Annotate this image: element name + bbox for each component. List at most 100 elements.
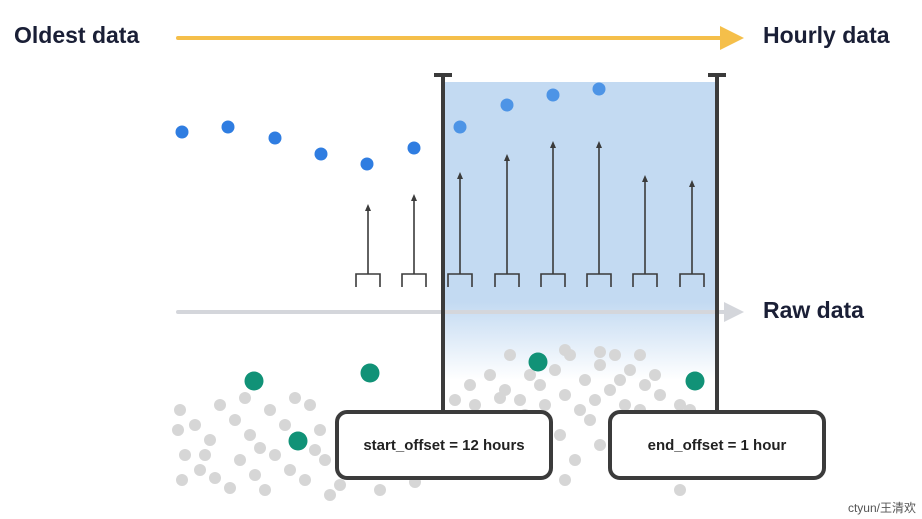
- raw-point: [334, 479, 346, 491]
- raw-point: [594, 439, 606, 451]
- raw-data-arrowhead: [724, 302, 744, 322]
- hourly-point: [500, 98, 514, 112]
- raw-point: [189, 419, 201, 431]
- raw-point: [624, 364, 636, 376]
- raw-point: [264, 404, 276, 416]
- raw-point: [514, 394, 526, 406]
- raw-point: [649, 369, 661, 381]
- raw-point: [229, 414, 241, 426]
- bracket-arrowhead: [642, 175, 648, 182]
- raw-point: [259, 484, 271, 496]
- hourly-data-label: Hourly data: [763, 22, 890, 48]
- raw-point: [254, 442, 266, 454]
- raw-point: [634, 349, 646, 361]
- highlight-point: [360, 363, 380, 383]
- raw-point: [539, 399, 551, 411]
- raw-point: [619, 399, 631, 411]
- end-offset-box: end_offset = 1 hour: [608, 410, 826, 480]
- raw-point: [579, 374, 591, 386]
- hourly-point: [175, 125, 189, 139]
- raw-point: [464, 379, 476, 391]
- bracket: [401, 273, 427, 287]
- raw-point: [314, 424, 326, 436]
- raw-point: [244, 429, 256, 441]
- raw-point: [319, 454, 331, 466]
- aggregation-brackets: [355, 141, 705, 287]
- bracket-arrowhead: [504, 154, 510, 161]
- bracket-arrowhead: [411, 194, 417, 201]
- raw-point: [614, 374, 626, 386]
- bracket-arrowhead: [596, 141, 602, 148]
- bracket-arrowhead: [689, 180, 695, 187]
- raw-point: [299, 474, 311, 486]
- hourly-points: [175, 82, 606, 171]
- raw-point: [674, 484, 686, 496]
- raw-point: [374, 484, 386, 496]
- hourly-point: [314, 147, 328, 161]
- raw-point: [504, 349, 516, 361]
- raw-point: [554, 429, 566, 441]
- hourly-point: [592, 82, 606, 96]
- start-offset-text: start_offset = 12 hours: [363, 436, 525, 454]
- raw-point: [199, 449, 211, 461]
- hourly-point: [453, 120, 467, 134]
- raw-point: [484, 369, 496, 381]
- raw-point: [639, 379, 651, 391]
- raw-point: [469, 399, 481, 411]
- raw-points: [172, 344, 711, 501]
- raw-point: [204, 434, 216, 446]
- watermark: ctyun/王清欢: [847, 501, 916, 515]
- raw-point: [524, 369, 536, 381]
- hourly-point: [546, 88, 560, 102]
- highlight-point: [244, 371, 264, 391]
- raw-point: [549, 364, 561, 376]
- raw-point: [174, 404, 186, 416]
- raw-point: [209, 472, 221, 484]
- raw-point: [584, 414, 596, 426]
- highlight-point: [288, 431, 308, 451]
- raw-point: [279, 419, 291, 431]
- time-window-fade: [445, 302, 715, 380]
- raw-point: [569, 454, 581, 466]
- bracket-arrowhead: [365, 204, 371, 211]
- raw-point: [559, 344, 571, 356]
- bracket: [355, 273, 381, 287]
- raw-point: [239, 392, 251, 404]
- bracket-arrowhead: [550, 141, 556, 148]
- raw-point: [674, 399, 686, 411]
- hourly-point: [360, 157, 374, 171]
- timeline-arrowhead: [720, 26, 744, 50]
- raw-point: [269, 449, 281, 461]
- raw-point: [249, 469, 261, 481]
- raw-point: [284, 464, 296, 476]
- hourly-point: [268, 131, 282, 145]
- raw-point: [224, 482, 236, 494]
- bracket-arrowhead: [457, 172, 463, 179]
- raw-point: [324, 489, 336, 501]
- highlight-points: [244, 352, 705, 451]
- raw-point: [589, 394, 601, 406]
- raw-data-label: Raw data: [763, 297, 864, 323]
- raw-point: [304, 399, 316, 411]
- raw-point: [309, 444, 321, 456]
- raw-point: [609, 349, 621, 361]
- highlight-point: [685, 371, 705, 391]
- raw-point: [594, 359, 606, 371]
- raw-point: [172, 424, 184, 436]
- time-window-fill: [445, 82, 715, 302]
- hourly-point: [407, 141, 421, 155]
- raw-point: [594, 346, 606, 358]
- raw-point: [559, 389, 571, 401]
- start-offset-box: start_offset = 12 hours: [335, 410, 553, 480]
- raw-point: [559, 474, 571, 486]
- raw-point: [234, 454, 246, 466]
- raw-point: [574, 404, 586, 416]
- raw-point: [449, 394, 461, 406]
- raw-point: [176, 474, 188, 486]
- highlight-point: [528, 352, 548, 372]
- oldest-data-label: Oldest data: [14, 22, 140, 48]
- raw-point: [534, 379, 546, 391]
- end-offset-text: end_offset = 1 hour: [647, 436, 787, 454]
- raw-point: [494, 392, 506, 404]
